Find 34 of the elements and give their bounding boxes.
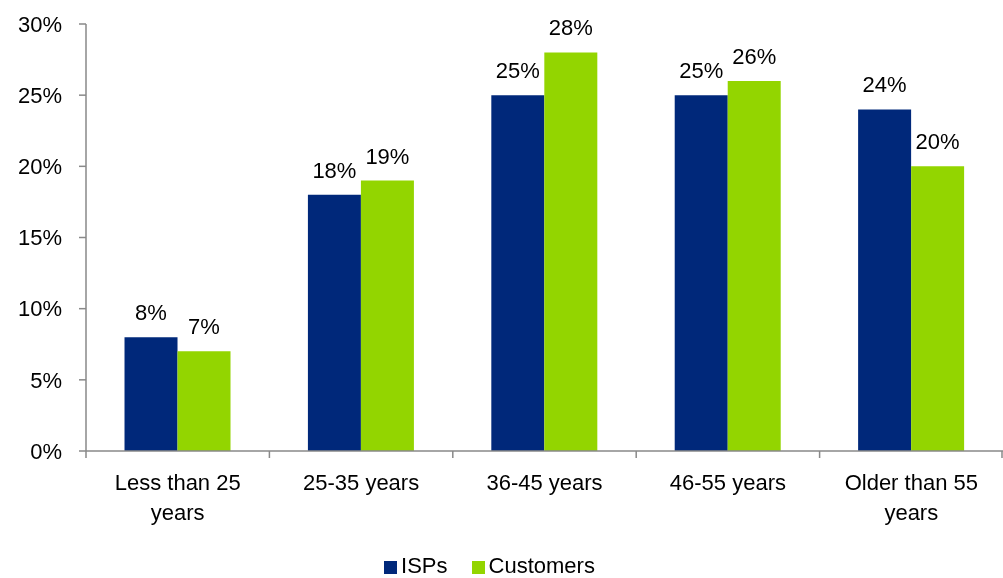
data-label: 25% bbox=[679, 58, 724, 84]
y-tick-label: 10% bbox=[17, 296, 62, 322]
y-tick-label: 30% bbox=[17, 11, 62, 37]
data-label: 7% bbox=[188, 314, 220, 340]
bar bbox=[727, 80, 781, 451]
x-tick-label: 36-45 years bbox=[486, 470, 603, 495]
data-label: 8% bbox=[135, 300, 167, 326]
data-label: 26% bbox=[732, 43, 777, 69]
y-tick-label: 5% bbox=[30, 367, 62, 393]
bar bbox=[544, 52, 598, 451]
data-label: 20% bbox=[915, 129, 960, 155]
data-label: 28% bbox=[548, 15, 593, 41]
bar bbox=[491, 95, 545, 451]
bar bbox=[674, 95, 728, 451]
x-tick-label: 46-55 years bbox=[669, 470, 786, 495]
data-label: 18% bbox=[312, 157, 357, 183]
data-label: 19% bbox=[365, 143, 410, 169]
legend-label: ISPs bbox=[401, 553, 448, 578]
x-tick-label: Less than 25 years bbox=[114, 470, 241, 525]
bar bbox=[307, 194, 361, 451]
x-tick-label: Older than 55 years bbox=[844, 470, 978, 525]
bar bbox=[911, 166, 965, 451]
x-tick-label: 25-35 years bbox=[303, 470, 420, 495]
y-tick-label: 0% bbox=[30, 438, 62, 464]
y-tick-label: 25% bbox=[17, 82, 62, 108]
bar bbox=[858, 109, 912, 451]
bar bbox=[177, 351, 231, 451]
bar bbox=[124, 337, 178, 451]
legend-label: Customers bbox=[488, 553, 595, 578]
y-tick-label: 20% bbox=[17, 154, 62, 180]
data-label: 24% bbox=[862, 72, 907, 98]
data-label: 25% bbox=[495, 58, 540, 84]
y-tick-label: 15% bbox=[17, 225, 62, 251]
bar bbox=[360, 180, 414, 451]
